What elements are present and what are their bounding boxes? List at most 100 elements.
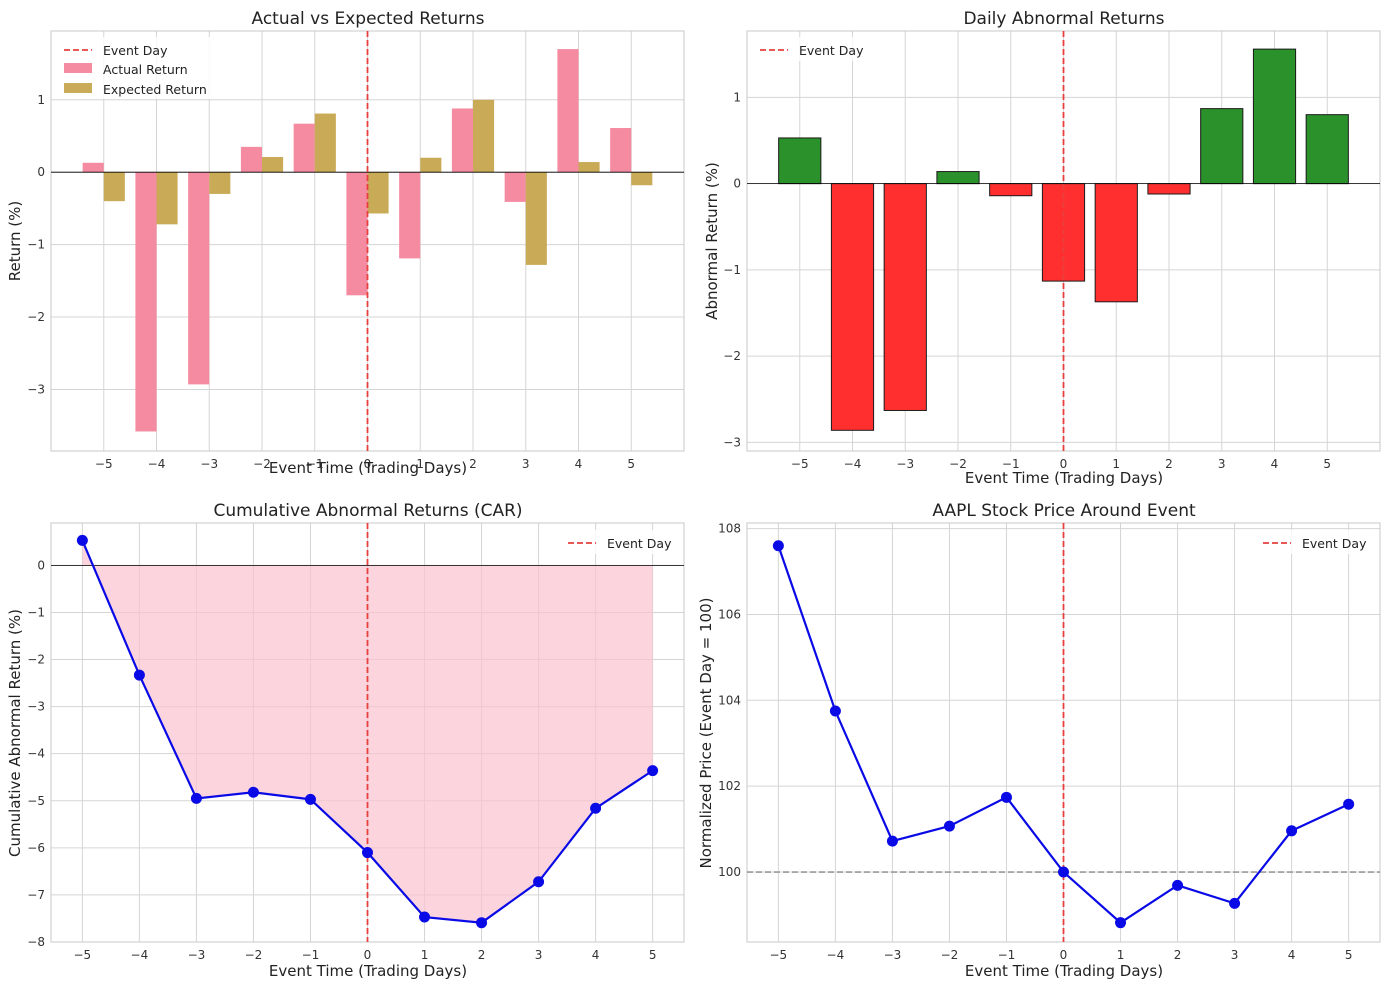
expected-return-bar: [578, 162, 600, 173]
actual-return-bar: [451, 108, 473, 173]
legend: Event Day Actual Return Expected Return: [56, 37, 214, 99]
x-tick-label: −5: [95, 457, 113, 471]
car-point: [133, 669, 145, 681]
x-tick-label: −3: [200, 457, 218, 471]
x-tick-label: 4: [1288, 948, 1296, 962]
y-tick-label: −2: [27, 310, 45, 324]
car-point: [247, 786, 259, 798]
y-tick-label: −1: [723, 263, 741, 277]
y-tick-label: −7: [27, 888, 45, 902]
expected-return-bar: [262, 157, 284, 173]
x-axis-label: Event Time (Trading Days): [269, 459, 467, 477]
car-point: [419, 911, 431, 923]
plot-area: −5 −4 −3 −2 −1 0 1 2 3 4 5 108 106 104 102 100: [718, 522, 1381, 962]
x-tick-label: −3: [896, 457, 914, 471]
legend-actual-swatch: [64, 63, 92, 73]
legend: Event Day: [560, 530, 678, 554]
actual-return-bar: [610, 128, 632, 173]
x-tick-label: 0: [1060, 457, 1068, 471]
y-tick-label: −2: [723, 349, 741, 363]
x-tick-label: 3: [1218, 457, 1226, 471]
x-tick-label: 1: [416, 457, 424, 471]
negative-abnormal-bar: [830, 183, 875, 431]
x-tick-label: −5: [74, 948, 92, 962]
price-point: [1343, 798, 1355, 810]
y-axis-label: Return (%): [6, 201, 24, 282]
x-tick-label: 0: [1060, 948, 1068, 962]
x-tick-label: 1: [421, 948, 429, 962]
x-tick-label: −4: [844, 457, 862, 471]
panel-stock-price: AAPL Stock Price Around Event Event Time…: [697, 501, 1381, 980]
x-tick-label: 1: [1117, 948, 1125, 962]
y-tick-label: 1: [37, 93, 45, 107]
y-tick-label: −4: [27, 747, 45, 761]
chart-title: Cumulative Abnormal Returns (CAR): [213, 501, 522, 521]
price-point: [886, 835, 898, 847]
expected-return-bar: [156, 172, 178, 225]
plot-area: −5 −4 −3 −2 −1 0 1 2 3 4 5 0 −1 −2 −3 −4 −5 −6 −7 −8: [27, 522, 685, 962]
price-point: [829, 705, 841, 717]
price-point: [1286, 825, 1298, 837]
negative-abnormal-bar: [989, 183, 1033, 197]
panel-car: Cumulative Abnormal Returns (CAR) Event …: [6, 501, 685, 980]
x-tick-label: −2: [253, 457, 271, 471]
y-tick-label: 100: [718, 865, 741, 879]
x-tick-label: −4: [148, 457, 166, 471]
expected-return-bar: [631, 172, 653, 186]
plot-area: −5 −4 −3 −2 −1 0 1 2 3 4 5 1 0 −1 −2 −3: [723, 30, 1381, 471]
legend-background: [560, 530, 678, 554]
positive-abnormal-bar: [936, 171, 980, 185]
legend-background: [752, 37, 870, 61]
x-tick-label: 3: [535, 948, 543, 962]
price-point: [1172, 879, 1184, 891]
legend: Event Day: [1255, 530, 1373, 554]
actual-return-bar: [188, 172, 210, 385]
legend-event-day-label: Event Day: [103, 43, 168, 58]
x-tick-label: −1: [998, 948, 1016, 962]
y-tick-label: −3: [27, 382, 45, 396]
y-tick-label: −8: [27, 935, 45, 949]
actual-return-bar: [135, 172, 157, 432]
x-tick-label: 4: [575, 457, 583, 471]
expected-return-bar: [473, 99, 495, 173]
x-tick-label: 2: [1165, 457, 1173, 471]
car-point: [590, 802, 602, 814]
chart-title: Actual vs Expected Returns: [252, 9, 485, 29]
actual-return-bar: [293, 123, 315, 173]
car-point: [76, 534, 88, 546]
y-tick-label: 0: [37, 558, 45, 572]
x-tick-label: −2: [949, 457, 967, 471]
x-tick-label: −1: [302, 948, 320, 962]
x-tick-label: −1: [1002, 457, 1020, 471]
y-tick-label: 106: [718, 607, 741, 621]
x-tick-label: −3: [884, 948, 902, 962]
negative-abnormal-bar: [1147, 183, 1191, 195]
y-axis-label: Abnormal Return (%): [703, 162, 721, 320]
y-tick-label: 0: [37, 165, 45, 179]
y-tick-label: 108: [718, 522, 741, 536]
y-tick-label: −1: [27, 605, 45, 619]
x-tick-label: 3: [1231, 948, 1239, 962]
expected-return-bar: [209, 172, 231, 194]
x-tick-label: −5: [770, 948, 788, 962]
x-tick-label: 4: [1271, 457, 1279, 471]
x-tick-label: −2: [245, 948, 263, 962]
x-tick-label: 2: [478, 948, 486, 962]
expected-return-bar: [420, 157, 442, 173]
car-point: [647, 765, 659, 777]
legend-actual-label: Actual Return: [103, 62, 188, 77]
positive-abnormal-bar: [1200, 108, 1244, 185]
x-tick-label: 2: [469, 457, 477, 471]
x-tick-label: −1: [306, 457, 324, 471]
x-tick-label: 5: [649, 948, 657, 962]
car-point: [362, 847, 373, 859]
legend-event-day-label: Event Day: [799, 43, 864, 58]
expected-return-bar: [525, 172, 547, 265]
y-tick-label: −6: [27, 841, 45, 855]
x-tick-label: 5: [1345, 948, 1353, 962]
actual-return-bar: [557, 49, 579, 173]
chart-title: Daily Abnormal Returns: [963, 9, 1164, 29]
chart-title: AAPL Stock Price Around Event: [932, 501, 1196, 521]
car-point: [533, 876, 545, 888]
